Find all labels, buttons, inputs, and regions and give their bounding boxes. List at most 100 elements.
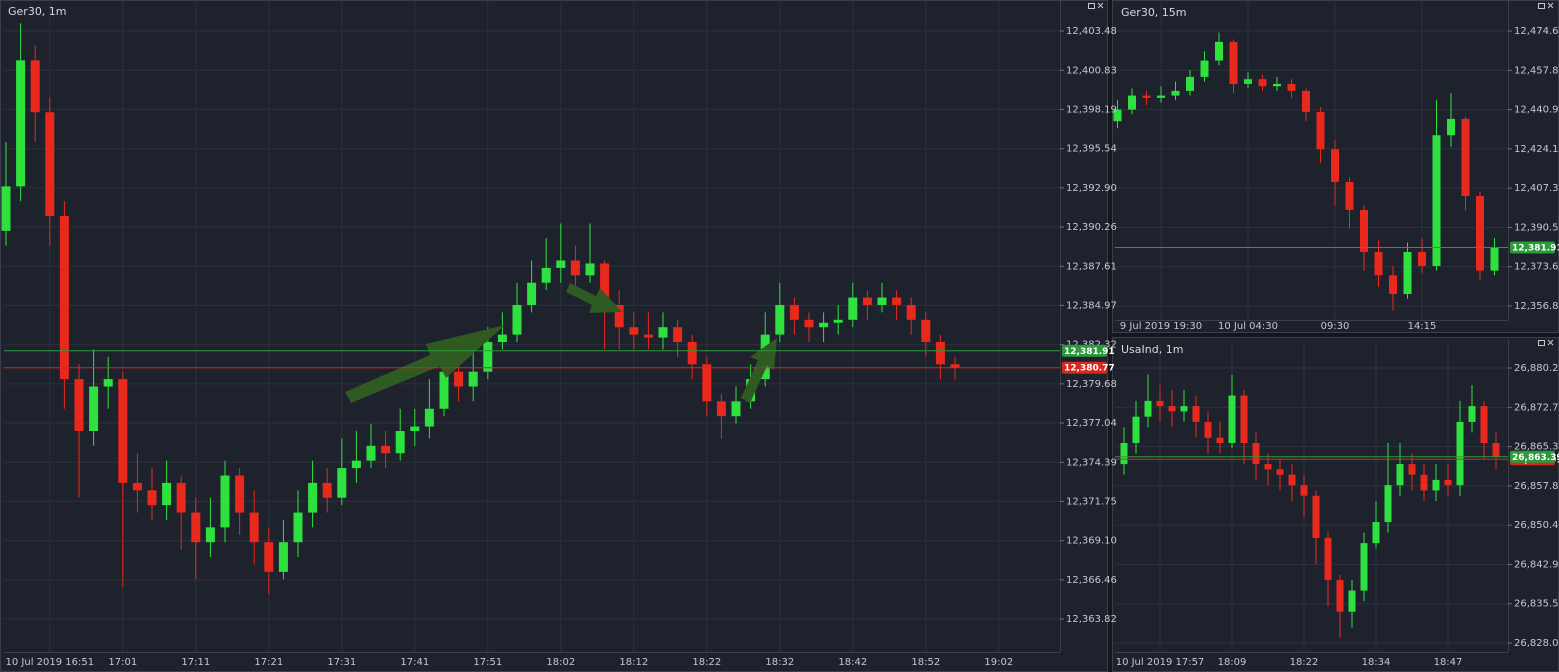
candle-body [556, 260, 566, 268]
candle-body [278, 542, 288, 572]
y-tick-label: 12,387.61 [1066, 261, 1117, 272]
candle-body [1420, 474, 1428, 491]
candle-body [308, 482, 318, 513]
price-tag [1510, 241, 1555, 254]
candle-body [118, 379, 128, 483]
close-button[interactable] [1097, 2, 1104, 9]
candle-body [1258, 79, 1267, 87]
candle-body [1336, 580, 1344, 612]
candle-body [935, 342, 945, 365]
candle-body [1156, 400, 1164, 407]
candle-body [1389, 275, 1397, 294]
y-tick-label: 12,474.65 [1514, 26, 1559, 37]
candle-body [1144, 400, 1152, 417]
candle-body [454, 371, 464, 387]
candle-body [176, 482, 186, 513]
candle-body [235, 475, 245, 513]
y-tick-label: 12,407.34 [1514, 183, 1559, 194]
candle-body [1348, 590, 1356, 612]
candle-body [1113, 109, 1122, 122]
candle-body [1418, 251, 1426, 266]
y-tick-label: 12,392.90 [1066, 183, 1117, 194]
y-tick-label: 12,395.54 [1066, 144, 1117, 155]
candle-body [716, 401, 726, 417]
main-panel [0, 0, 1108, 672]
candle-body [483, 342, 493, 372]
candle-body [439, 371, 449, 409]
x-tick-label: 18:34 [1362, 657, 1391, 668]
candle-body [848, 297, 858, 320]
chart-title: Ger30, 15m [1121, 6, 1187, 19]
candle-body [1432, 479, 1440, 491]
price-tag [1062, 361, 1107, 374]
candle-body [366, 445, 376, 461]
y-tick-label: 12,390.51 [1514, 222, 1559, 233]
candle-body [351, 460, 361, 469]
x-tick-label: 18:09 [1218, 657, 1247, 668]
candle-body [775, 304, 785, 335]
maximize-button[interactable] [1088, 3, 1095, 9]
window-controls[interactable] [1088, 2, 1554, 346]
x-tick-label: 18:32 [765, 657, 794, 668]
y-tick-label: 26,828.06 [1514, 638, 1559, 649]
candle-body [585, 263, 595, 276]
x-tick-label: 18:22 [692, 657, 721, 668]
candle-body [45, 112, 55, 217]
y-tick-label: 26,842.96 [1514, 559, 1559, 570]
close-button[interactable] [1547, 339, 1554, 346]
candle-body [1204, 421, 1212, 438]
arrow [345, 325, 505, 403]
x-tick-label: 9 Jul 2019 19:30 [1120, 321, 1202, 332]
y-tick-label: 26,835.51 [1514, 599, 1559, 610]
candle-body [1128, 95, 1136, 110]
candle-body [1264, 464, 1272, 470]
y-tick-label: 12,377.04 [1066, 418, 1117, 429]
candle-body [1142, 95, 1151, 98]
y-tick-label: 12,373.69 [1514, 262, 1559, 273]
candle-body [1331, 149, 1339, 182]
candle-body [833, 319, 843, 323]
candle-body [541, 267, 551, 283]
candle-body [1444, 479, 1452, 486]
candle-body [789, 304, 799, 320]
candle-body [921, 319, 931, 343]
maximize-button[interactable] [1538, 340, 1545, 346]
y-tick-label: 12,371.75 [1066, 496, 1117, 507]
candle-body [59, 216, 69, 380]
y-tick-label: 12,440.99 [1514, 105, 1559, 116]
candle-body [89, 386, 99, 432]
x-tick-label: 18:52 [911, 657, 940, 668]
candle-body [1384, 485, 1392, 523]
candle-body [381, 445, 391, 454]
candle-body [1288, 474, 1296, 486]
close-button[interactable] [1547, 2, 1554, 9]
y-tick-label: 26,850.41 [1514, 520, 1559, 531]
candle-body [1171, 90, 1180, 96]
x-tick-label: 17:11 [181, 657, 210, 668]
candle-body [103, 379, 113, 387]
candle-body [600, 263, 610, 305]
candle-body [16, 60, 26, 187]
price-tag [1062, 344, 1107, 357]
candle-body [249, 512, 259, 543]
bottom-right-panel [1112, 337, 1559, 672]
x-tick-label: 17:01 [108, 657, 137, 668]
candle-body [1345, 181, 1354, 210]
candle-body [220, 475, 230, 528]
maximize-button[interactable] [1538, 3, 1545, 9]
arrow [741, 338, 777, 403]
candle-body [395, 431, 405, 454]
price-tag-label: 12,381.91 [1512, 243, 1559, 253]
candle-body [731, 401, 741, 417]
candle-body [1372, 522, 1380, 544]
candle-body [658, 327, 668, 338]
candle-body [1252, 443, 1260, 465]
y-tick-label: 26,865.32 [1514, 442, 1559, 453]
y-tick-label: 12,363.82 [1066, 614, 1117, 625]
candle-body [629, 327, 639, 335]
price-tag [1510, 450, 1555, 463]
x-tick-label: 17:21 [254, 657, 283, 668]
candle-body [1273, 83, 1281, 87]
y-tick-label: 12,379.68 [1066, 379, 1117, 390]
